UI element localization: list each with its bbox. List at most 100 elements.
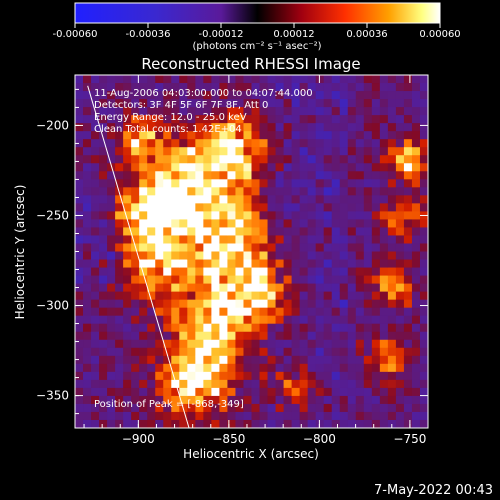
- heatmap-cell: [203, 307, 212, 317]
- heatmap-cell: [419, 307, 428, 317]
- heatmap-cell: [195, 259, 204, 268]
- heatmap-cell: [307, 379, 317, 389]
- heatmap-cell: [323, 347, 333, 357]
- heatmap-cell: [331, 91, 341, 100]
- heatmap-cell: [115, 267, 124, 276]
- heatmap-cell: [371, 99, 381, 108]
- heatmap-cell: [315, 259, 325, 268]
- heatmap-cell: [347, 275, 357, 284]
- heatmap-cell: [235, 315, 244, 325]
- heatmap-cell: [147, 179, 156, 188]
- heatmap-cell: [403, 419, 413, 428]
- heatmap-cell: [75, 251, 84, 260]
- heatmap-cell: [139, 195, 148, 204]
- heatmap-cell: [187, 139, 196, 148]
- heatmap-cell: [147, 371, 156, 381]
- x-tick-label: −800: [303, 432, 336, 446]
- heatmap-cell: [115, 347, 124, 357]
- heatmap-cell: [323, 227, 333, 236]
- heatmap-cell: [203, 139, 212, 148]
- heatmap-cell: [299, 243, 309, 252]
- heatmap-cell: [379, 147, 389, 156]
- heatmap-cell: [371, 163, 381, 172]
- heatmap-cell: [291, 115, 301, 124]
- heatmap-cell: [355, 371, 365, 381]
- heatmap-cell: [227, 371, 236, 381]
- heatmap-cell: [267, 123, 276, 132]
- heatmap-cell: [211, 147, 220, 156]
- heatmap-cell: [403, 235, 413, 244]
- heatmap-cell: [339, 155, 349, 164]
- heatmap-cell: [195, 355, 204, 365]
- heatmap-cell: [83, 299, 92, 309]
- heatmap-cell: [219, 275, 228, 284]
- heatmap-cell: [99, 275, 108, 284]
- heatmap-cell: [419, 355, 428, 365]
- heatmap-cell: [123, 371, 132, 381]
- heatmap-cell: [251, 139, 260, 148]
- heatmap-cell: [259, 259, 268, 268]
- heatmap-cell: [339, 187, 349, 196]
- heatmap-cell: [379, 419, 389, 428]
- heatmap-cell: [75, 75, 84, 84]
- heatmap-cell: [163, 323, 172, 333]
- heatmap-cell: [155, 99, 164, 108]
- heatmap-cell: [379, 307, 389, 317]
- heatmap-cell: [203, 323, 212, 333]
- heatmap-cell: [75, 395, 84, 405]
- heatmap-cell: [171, 323, 180, 333]
- heatmap-cell: [243, 251, 252, 260]
- heatmap-cell: [155, 115, 164, 124]
- annotation-detectors: Detectors: 3F 4F 5F 6F 7F 8F, Att 0: [94, 100, 268, 111]
- heatmap-cell: [363, 387, 373, 397]
- heatmap-cell: [235, 203, 244, 212]
- heatmap-cell: [395, 347, 405, 357]
- heatmap-cell: [363, 419, 373, 428]
- heatmap-cell: [227, 83, 236, 92]
- heatmap-cell: [195, 147, 204, 156]
- heatmap-cell: [371, 395, 381, 405]
- x-tick-label: −900: [122, 432, 155, 446]
- heatmap-cell: [339, 259, 349, 268]
- heatmap-cell: [283, 331, 293, 341]
- heatmap-cell: [219, 75, 228, 84]
- heatmap-cell: [139, 219, 148, 228]
- heatmap-cell: [283, 115, 293, 124]
- heatmap-cell: [235, 131, 244, 140]
- heatmap-cell: [315, 235, 325, 244]
- heatmap-cell: [307, 147, 317, 156]
- colorbar-tick-label: 0.00012: [273, 29, 314, 40]
- heatmap-cell: [139, 339, 148, 349]
- heatmap-cell: [395, 395, 405, 405]
- heatmap-cell: [315, 115, 325, 124]
- heatmap-cell: [339, 211, 349, 220]
- heatmap-cell: [259, 347, 268, 357]
- heatmap-cell: [275, 299, 284, 309]
- heatmap-cell: [355, 123, 365, 132]
- heatmap-cell: [171, 195, 180, 204]
- heatmap-cell: [235, 163, 244, 172]
- heatmap-cell: [147, 355, 156, 365]
- heatmap-cell: [419, 339, 428, 349]
- heatmap-cell: [315, 307, 325, 317]
- heatmap-cell: [387, 347, 397, 357]
- heatmap-cell: [259, 163, 268, 172]
- heatmap-cell: [411, 163, 421, 172]
- heatmap-cell: [155, 131, 164, 140]
- heatmap-cell: [91, 243, 100, 252]
- heatmap-cell: [315, 107, 325, 116]
- heatmap-cell: [259, 283, 268, 293]
- heatmap-cell: [219, 403, 228, 413]
- heatmap-cell: [227, 139, 236, 148]
- heatmap-cell: [355, 203, 365, 212]
- heatmap-cell: [371, 147, 381, 156]
- heatmap-cell: [251, 395, 260, 405]
- heatmap-cell: [187, 315, 196, 325]
- heatmap-cell: [227, 275, 236, 284]
- heatmap-cell: [339, 331, 349, 341]
- heatmap-cell: [131, 195, 140, 204]
- heatmap-cell: [219, 123, 228, 132]
- heatmap-cell: [83, 227, 92, 236]
- heatmap-cell: [243, 339, 252, 349]
- heatmap-cell: [115, 315, 124, 325]
